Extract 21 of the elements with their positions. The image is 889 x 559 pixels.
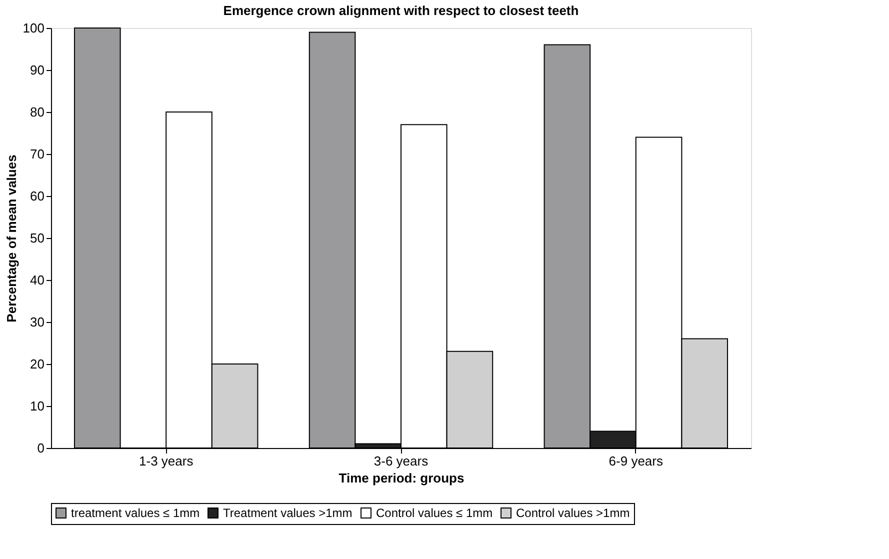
y-tick-label: 100 (22, 20, 44, 36)
y-tick-label: 20 (30, 356, 44, 372)
y-tick-label: 90 (30, 62, 44, 78)
x-tick-label: 1-3 years (139, 454, 194, 468)
x-tick-label: 3-6 years (374, 454, 429, 468)
x-tick-label: 6-9 years (608, 454, 664, 468)
x-axis-title: Time period: groups (338, 470, 464, 486)
y-tick-label: 0 (37, 440, 44, 456)
legend-label: Control values >1mm (516, 506, 630, 520)
legend-label: treatment values ≤ 1mm (71, 506, 200, 520)
legend-label: Control values ≤ 1mm (376, 506, 493, 520)
y-tick-label: 60 (30, 188, 44, 204)
y-axis-title: Percentage of mean values (4, 154, 19, 322)
y-tick-label: 10 (30, 398, 44, 414)
y-tick-label: 70 (30, 146, 44, 162)
y-tick-label: 40 (30, 272, 44, 288)
legend-label: Treatment values >1mm (223, 506, 352, 520)
y-tick-label: 80 (30, 104, 44, 120)
chart-title: Emergence crown alignment with respect to closest teeth (223, 3, 579, 18)
y-tick-label: 50 (30, 230, 44, 246)
y-tick-label: 30 (30, 314, 44, 330)
